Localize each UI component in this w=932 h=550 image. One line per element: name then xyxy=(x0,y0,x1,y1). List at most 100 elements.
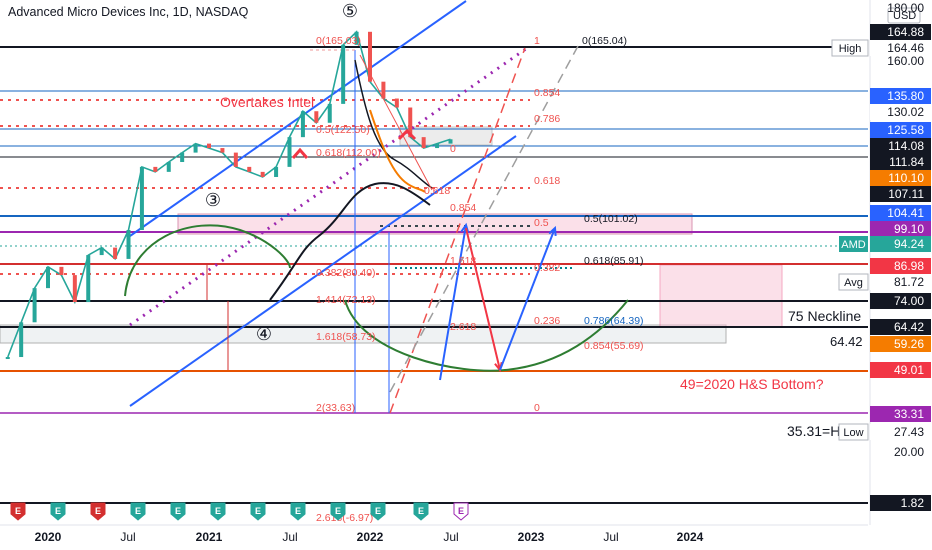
price-badge-19 xyxy=(870,424,931,440)
event-marker-3 xyxy=(130,502,146,521)
candle-2020-07 xyxy=(126,230,131,259)
event-marker-10 xyxy=(413,502,429,521)
y-tick-2: 20.00 xyxy=(894,445,924,459)
price-badge-tag-19 xyxy=(838,423,869,441)
price-badge-9 xyxy=(870,205,931,221)
fib-label-2: 0.786 xyxy=(534,113,560,125)
chevron-up-2 xyxy=(397,128,417,141)
wave-label-0: ⑤ xyxy=(342,1,358,21)
purple-dotted-trend xyxy=(129,44,531,327)
price-badge-15 xyxy=(870,319,931,335)
price-badge-value-9: 104.41 xyxy=(887,206,924,220)
red-dashed-trend xyxy=(389,47,526,414)
candle-2020-05 xyxy=(99,247,104,256)
price-badge-tag-1 xyxy=(831,39,869,57)
annotation-4: 35.31=H xyxy=(787,423,840,439)
price-badge-value-10: 99.10 xyxy=(894,222,924,236)
fib-label-17: 0.786(64.39) xyxy=(584,315,644,327)
event-marker-1 xyxy=(50,502,66,521)
price-line xyxy=(7,30,451,358)
x-tick-6: 2023 xyxy=(518,530,545,544)
price-badge-11 xyxy=(870,236,931,252)
price-badge-tag-text-11: AMD xyxy=(841,239,866,251)
target-box xyxy=(659,264,783,328)
event-marker-text-6: E xyxy=(255,506,261,516)
event-marker-6 xyxy=(250,502,266,521)
chevron-up-1 xyxy=(291,147,309,159)
candle-2020-12 xyxy=(193,143,198,153)
candle-2020-08 xyxy=(139,166,144,230)
price-badge-value-8: 107.11 xyxy=(888,187,924,201)
price-badge-13 xyxy=(870,274,931,290)
price-badge-tag-text-19: Low xyxy=(843,427,863,439)
price-badge-17 xyxy=(870,362,931,378)
event-marker-4 xyxy=(170,502,186,521)
price-badge-6 xyxy=(870,154,931,170)
price-badge-4 xyxy=(870,122,931,138)
moving-average-orange xyxy=(369,109,426,193)
price-badge-18 xyxy=(870,406,931,422)
fib-label-7: 0.854 xyxy=(450,202,476,214)
x-tick-1: Jul xyxy=(120,530,135,544)
gray-dashed-trend xyxy=(389,45,579,393)
candle-2022-03 xyxy=(394,98,399,108)
price-badge-2 xyxy=(870,88,931,104)
candle-2021-11 xyxy=(341,44,346,104)
candle-2022-05 xyxy=(421,137,426,149)
candle-2021-04 xyxy=(247,166,252,172)
fib-label-8: 0.618 xyxy=(424,185,450,197)
moving-average-thin xyxy=(354,59,433,189)
candle-2022-02 xyxy=(381,81,386,99)
x-tick-8: 2024 xyxy=(677,530,704,544)
x-tick-0: 2020 xyxy=(35,530,62,544)
fib-label-3: 0.5(122.50) xyxy=(316,124,370,136)
event-marker-2 xyxy=(90,502,106,521)
candle-2020-01 xyxy=(46,266,50,289)
fib-label-25: 0.382(80.40) xyxy=(316,267,376,279)
price-badge-value-15: 64.42 xyxy=(894,320,924,334)
candle-2020-02 xyxy=(59,266,64,276)
price-badge-value-16: 59.26 xyxy=(894,337,924,351)
fib-label-22: 1 xyxy=(534,35,540,47)
fib-label-13: 0.382 xyxy=(534,262,560,274)
fib-label-10: 0.5(101.02) xyxy=(584,213,638,225)
event-marker-text-7: E xyxy=(295,506,301,516)
projection-arrow-up-2 xyxy=(499,227,556,371)
x-tick-5: Jul xyxy=(443,530,458,544)
price-badge-tag-text-13: Avg xyxy=(844,277,863,289)
event-marker-text-4: E xyxy=(175,506,181,516)
price-badge-tag-11 xyxy=(839,236,868,252)
fib-label-6: 0.618 xyxy=(534,175,560,187)
candle-2021-02 xyxy=(220,148,225,153)
candle-2021-06 xyxy=(274,166,279,177)
annotation-0: Overtakes Intel xyxy=(220,94,314,110)
price-badge-value-6: 111.84 xyxy=(889,155,924,169)
candle-2021-08 xyxy=(300,111,305,138)
price-badge-value-20: 1.82 xyxy=(901,496,925,510)
candle-2022-06 xyxy=(435,143,440,149)
price-badge-8 xyxy=(870,186,931,202)
price-badge-20 xyxy=(870,495,931,511)
price-badge-16 xyxy=(870,336,931,352)
candle-2021-01 xyxy=(207,143,211,149)
fib-label-16: 1.618(58.73) xyxy=(316,331,376,343)
event-marker-5 xyxy=(210,502,226,521)
y-tick-1: 160.00 xyxy=(887,54,924,68)
fib-label-11: 0.618(85.91) xyxy=(584,255,644,267)
candle-2020-11 xyxy=(180,152,185,163)
candle-2020-06 xyxy=(113,247,118,259)
price-badge-value-5: 114.08 xyxy=(888,139,924,153)
fib-label-12: 1.618 xyxy=(450,255,476,267)
event-marker-text-11: E xyxy=(458,506,464,516)
fib-label-1: 0.854 xyxy=(534,87,560,99)
event-marker-text-10: E xyxy=(418,506,424,516)
price-badge-12 xyxy=(870,258,931,274)
event-marker-7 xyxy=(290,502,306,521)
candle-2022-01 xyxy=(368,31,372,82)
candle-2021-07 xyxy=(287,137,292,167)
annotation-3: 49=2020 H&S Bottom? xyxy=(680,376,824,392)
fib-label-14: 0.236 xyxy=(534,315,560,327)
projection-arrow-up-2-head xyxy=(548,225,557,237)
event-marker-text-5: E xyxy=(215,506,221,516)
